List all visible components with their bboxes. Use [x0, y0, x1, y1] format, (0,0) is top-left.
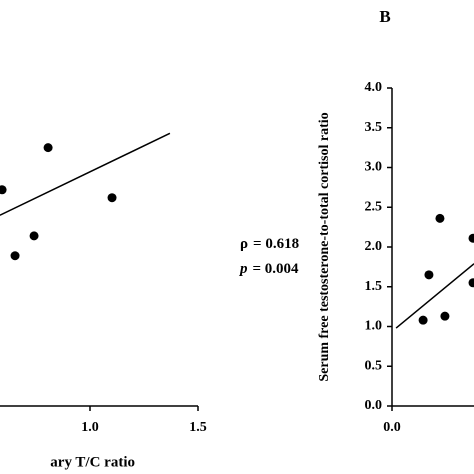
point	[43, 143, 53, 153]
point	[107, 193, 117, 203]
y-tick-label: 0.5	[365, 358, 383, 373]
x-axis-label: ary T/C ratio	[50, 454, 135, 470]
point	[418, 315, 428, 325]
point	[10, 251, 20, 261]
point	[468, 278, 474, 288]
y-tick-label: 3.0	[365, 160, 383, 175]
annotation-text: = 0.618	[253, 236, 299, 252]
x-tick-label: 1.0	[81, 420, 99, 435]
y-tick-label: 3.5	[365, 120, 383, 135]
y-tick-label: 1.5	[365, 279, 383, 294]
y-axis-label: Serum free testosterone-to-total cortiso…	[317, 112, 332, 381]
point	[440, 311, 450, 321]
y-tick-label: 1.0	[365, 319, 383, 334]
y-tick-label: 4.0	[365, 80, 383, 95]
point	[468, 233, 474, 243]
point	[435, 213, 445, 223]
annotation-text: = 0.004	[253, 261, 300, 277]
panel-label: B	[379, 7, 390, 26]
annotation: ρ = 0.618	[240, 236, 299, 252]
y-tick-label: 2.5	[365, 199, 383, 214]
point	[29, 231, 39, 241]
fit-line	[0, 132, 171, 216]
y-tick-label: 2.0	[365, 239, 383, 254]
annotation: p = 0.004	[238, 261, 299, 277]
fit-line	[395, 263, 474, 329]
annotation-symbol: ρ	[240, 236, 248, 252]
point	[424, 270, 434, 280]
x-tick-label: 1.5	[189, 420, 207, 435]
x-tick-label: 0.0	[383, 420, 401, 435]
annotation-symbol: p	[238, 261, 248, 277]
point	[0, 185, 7, 195]
y-tick-label: 0.0	[365, 398, 383, 413]
